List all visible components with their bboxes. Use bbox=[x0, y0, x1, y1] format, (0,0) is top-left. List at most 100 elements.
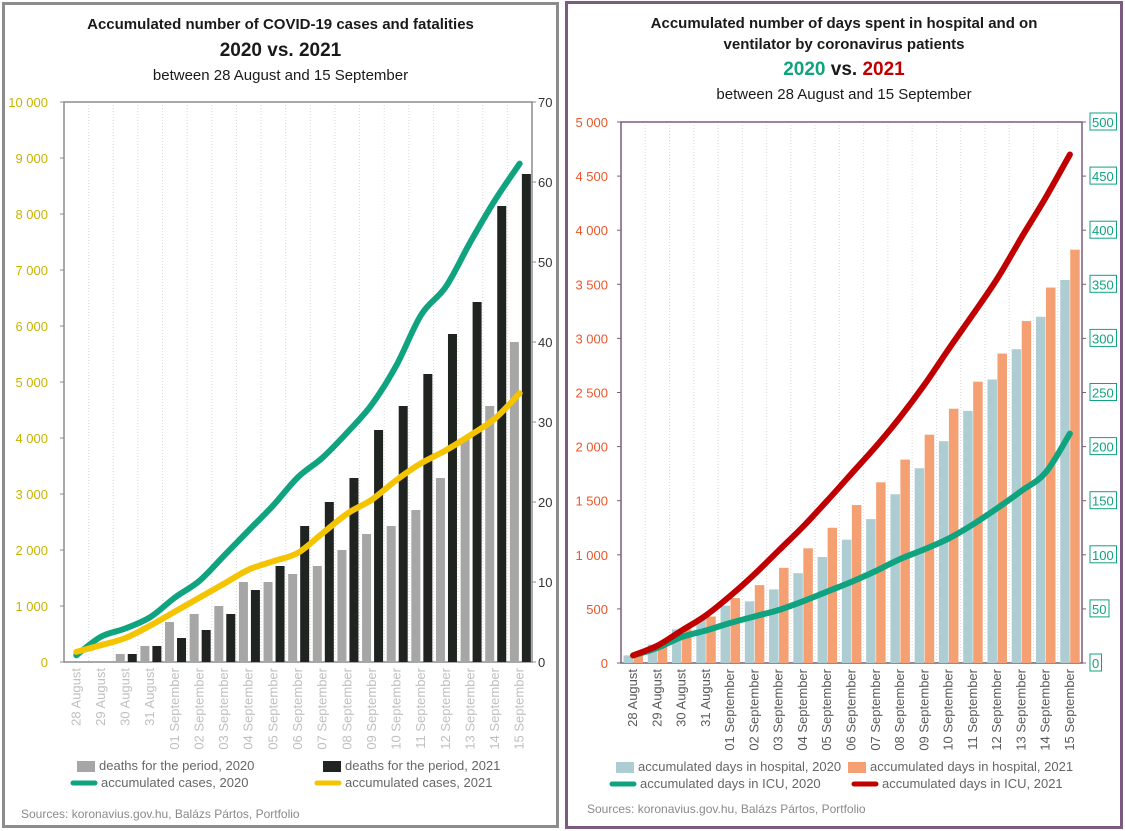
bar-2021 bbox=[1021, 321, 1032, 663]
bar-2021 bbox=[851, 505, 862, 663]
y-axis-left-tick-label: 4 000 bbox=[575, 223, 608, 238]
bar-2021 bbox=[447, 334, 457, 662]
bar-2020 bbox=[1060, 279, 1070, 663]
x-axis-category-label: 28 August bbox=[68, 668, 83, 726]
y-axis-left-tick-label: 10 000 bbox=[8, 95, 48, 110]
bar-2021 bbox=[900, 459, 910, 663]
y-axis-right-tick-label: 20 bbox=[538, 495, 552, 510]
x-axis-category-label: 13 September bbox=[1013, 668, 1028, 750]
y-axis-left-tick-label: 2 000 bbox=[15, 543, 48, 558]
x-axis-category-label: 10 September bbox=[941, 668, 956, 750]
y-axis-right-tick-label: 400 bbox=[1092, 223, 1114, 238]
y-axis-right-tick-box bbox=[1089, 166, 1117, 185]
x-axis-category-label: 04 September bbox=[795, 668, 810, 750]
x-axis-category-label: 09 September bbox=[364, 667, 379, 749]
bar-2020 bbox=[1035, 316, 1046, 663]
bar-2020 bbox=[647, 644, 658, 663]
x-axis-category-label: 29 August bbox=[649, 669, 664, 727]
y-axis-left-tick-label: 5 000 bbox=[575, 115, 608, 130]
bar-2020 bbox=[696, 617, 706, 663]
x-axis-category-label: 12 September bbox=[989, 668, 1004, 750]
legend-swatch-bar bbox=[848, 762, 866, 773]
y-axis-right-tick-label: 100 bbox=[1092, 548, 1114, 563]
bar-2021 bbox=[682, 629, 692, 663]
bar-2021 bbox=[827, 527, 838, 663]
y-axis-left-tick-label: 3 000 bbox=[15, 487, 48, 502]
bar-2021 bbox=[324, 502, 334, 662]
bar-2020 bbox=[914, 468, 925, 663]
x-axis-category-label: 14 September bbox=[1038, 668, 1053, 750]
y-axis-left-tick-label: 1 500 bbox=[575, 494, 608, 509]
line-series-2021 bbox=[73, 390, 523, 655]
left-chart-svg: 0 1 000 2 000 3 000 4 000 5 000 6 000 7 000 8 00… bbox=[8, 95, 552, 790]
legend-item-label: accumulated cases, 2020 bbox=[101, 775, 248, 790]
x-axis-category-label: 09 September bbox=[916, 668, 931, 750]
y-axis-right-tick-label: 70 bbox=[538, 95, 552, 110]
y-axis-right-tick-label: 450 bbox=[1092, 169, 1114, 184]
bar-2020 bbox=[312, 566, 322, 662]
y-axis-right-tick-label: 250 bbox=[1092, 386, 1114, 401]
y-axis-left-tick-label: 7 000 bbox=[15, 263, 48, 278]
legend-swatch-bar bbox=[616, 762, 634, 773]
bar-2021 bbox=[275, 566, 285, 662]
y-axis-right-tick-label: 40 bbox=[538, 335, 552, 350]
y-axis-right-tick-label: 0 bbox=[1092, 656, 1099, 671]
bar-2021 bbox=[497, 206, 507, 662]
bar-2020 bbox=[866, 519, 876, 663]
bar-2020 bbox=[288, 574, 298, 662]
y-axis-right-tick-box bbox=[1089, 328, 1117, 347]
legend-item-label: deaths for the period, 2021 bbox=[345, 758, 500, 773]
bar-2020 bbox=[140, 646, 150, 662]
y-axis-left-tick-label: 0 bbox=[41, 655, 48, 670]
bar-2020 bbox=[623, 655, 633, 663]
bar-2020 bbox=[938, 441, 949, 663]
bar-2021 bbox=[803, 548, 813, 663]
bar-2021 bbox=[779, 567, 789, 663]
y-axis-left-tick-label: 2 000 bbox=[575, 440, 608, 455]
y-axis-right-tick-label: 60 bbox=[538, 175, 552, 190]
line-series-2021 bbox=[630, 151, 1073, 659]
right-chart-years-title: 2020 vs. 2021 bbox=[568, 59, 1120, 81]
y-axis-right-tick-box bbox=[1089, 491, 1117, 510]
bar-2020 bbox=[817, 556, 828, 663]
y-axis-right-tick-label: 150 bbox=[1092, 494, 1114, 509]
x-axis-category-label: 05 September bbox=[265, 667, 280, 749]
legend-item-label: accumulated days in hospital, 2020 bbox=[638, 759, 841, 774]
year-2020-label: 2020 bbox=[783, 59, 826, 80]
x-axis-category-label: 14 September bbox=[487, 667, 502, 749]
legend-item-label: deaths for the period, 2020 bbox=[99, 758, 254, 773]
bar-2021 bbox=[754, 585, 765, 663]
bar-2020 bbox=[963, 410, 973, 663]
bar-2020 bbox=[263, 582, 273, 662]
y-axis-left-tick-label: 4 500 bbox=[575, 169, 608, 184]
year-2021-label: 2021 bbox=[862, 59, 905, 80]
x-axis-category-label: 03 September bbox=[771, 668, 786, 750]
bar-2020 bbox=[769, 589, 779, 663]
legend-swatch-bar bbox=[77, 761, 95, 772]
x-axis-category-label: 08 September bbox=[339, 667, 354, 749]
x-axis-category-label: 31 August bbox=[698, 669, 713, 727]
left-chart-years-title: 2020 vs. 2021 bbox=[219, 40, 342, 61]
y-axis-right-tick-label: 350 bbox=[1092, 277, 1114, 292]
bar-2020 bbox=[793, 573, 803, 663]
bar-2021 bbox=[1070, 249, 1080, 663]
x-axis-category-label: 05 September bbox=[819, 668, 834, 750]
bar-2020 bbox=[435, 478, 445, 662]
x-axis-category-label: 28 August bbox=[625, 669, 640, 727]
bar-2020 bbox=[672, 629, 682, 663]
x-axis-category-label: 02 September bbox=[191, 667, 206, 749]
x-axis-category-label: 03 September bbox=[216, 667, 231, 749]
legend-item-label: accumulated days in ICU, 2021 bbox=[882, 776, 1063, 791]
legend-item-label: accumulated days in hospital, 2021 bbox=[870, 759, 1073, 774]
bar-2020 bbox=[987, 379, 997, 663]
x-axis-category-label: 12 September bbox=[438, 667, 453, 749]
x-axis-category-label: 01 September bbox=[167, 667, 182, 749]
y-axis-right-tick-box bbox=[1089, 437, 1117, 456]
x-axis-category-label: 11 September bbox=[413, 667, 428, 748]
y-axis-left-tick-label: 4 000 bbox=[15, 431, 48, 446]
y-axis-left-tick-label: 0 bbox=[601, 656, 608, 671]
legend-swatch-bar bbox=[323, 761, 341, 772]
y-axis-left-tick-label: 8 000 bbox=[15, 207, 48, 222]
x-axis-category-label: 07 September bbox=[315, 667, 330, 749]
bar-2020 bbox=[720, 605, 731, 663]
